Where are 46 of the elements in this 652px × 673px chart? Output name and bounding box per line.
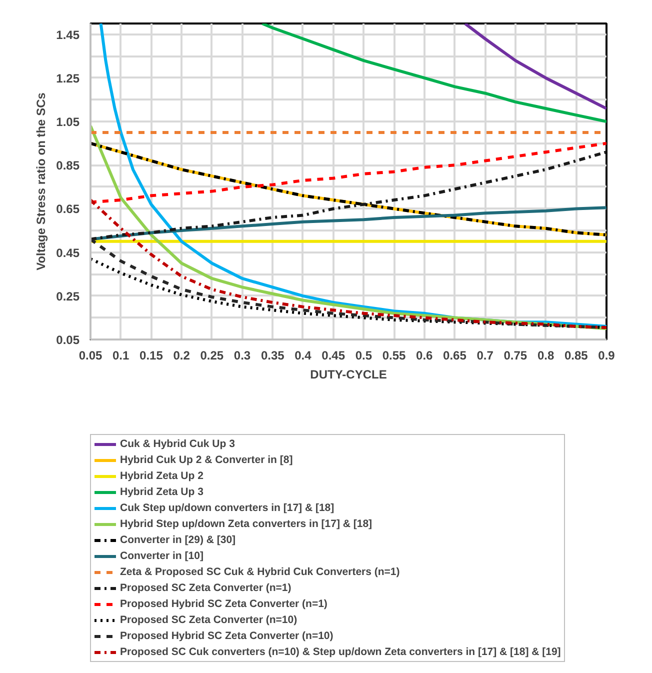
x-tick-label: 0.45 (322, 348, 346, 362)
x-tick-label: 0.55 (382, 348, 406, 362)
x-tick-label: 0.6 (416, 348, 434, 362)
line-series (260, 24, 606, 124)
y-tick-label: 1.05 (56, 115, 80, 130)
line-series (90, 198, 606, 330)
x-tick-label: 0.25 (200, 348, 224, 362)
legend-label: Zeta & Proposed SC Cuk & Hybrid Cuk Converters (n=1) (120, 566, 400, 578)
y-tick-label: 0.25 (56, 289, 80, 304)
x-tick-label: 0.75 (504, 348, 528, 362)
x-tick-label: 0.65 (443, 348, 467, 362)
line-series (464, 24, 606, 110)
y-tick-label: 0.05 (56, 333, 80, 347)
x-tick-label: 0.4 (294, 348, 312, 362)
x-tick-label: 0.85 (564, 348, 588, 362)
y-tick-label: 1.25 (56, 71, 80, 86)
legend-label: Converter in [10] (120, 550, 204, 562)
legend-label: Hybrid Zeta Up 3 (120, 486, 204, 498)
x-tick-label: 0.15 (140, 348, 164, 362)
y-tick-label: 0.85 (56, 158, 80, 173)
x-tick-label: 0.7 (476, 348, 494, 362)
legend-label: Hybrid Step up/down Zeta converters in [17] & [18] (120, 518, 372, 530)
x-tick-label: 0.8 (537, 348, 554, 362)
x-tick-label: 0.05 (78, 348, 103, 362)
legend-label: Cuk & Hybrid Cuk Up 3 (120, 438, 235, 450)
legend-label: Cuk Step up/down converters in [17] & [18] (120, 502, 334, 514)
x-tick-label: 0.2 (173, 348, 190, 362)
legend-label: Proposed SC Zeta Converter (n=1) (120, 582, 292, 594)
legend-label: Hybrid Cuk Up 2 & Converter in [8] (120, 454, 293, 466)
legend-label: Converter in [29) & [30] (120, 534, 236, 546)
x-tick-label: 0.35 (260, 348, 285, 362)
y-tick-label: 1.45 (56, 28, 80, 42)
line-series (90, 142, 606, 204)
y-tick-label: 0.65 (56, 202, 80, 216)
x-tick-label: 0.9 (598, 348, 616, 362)
x-tick-label: 0.3 (234, 348, 251, 362)
y-axis-title: Voltage Stress ratio on the SCs (34, 92, 48, 270)
x-tick-label: 0.5 (355, 348, 372, 362)
legend-label: Proposed Hybrid SC Zeta Converter (n=10) (120, 630, 334, 642)
y-tick-label: 0.45 (56, 246, 80, 260)
legend-label: Hybrid Zeta Up 2 (120, 470, 204, 482)
x-tick-label: 0.1 (112, 348, 130, 362)
legend-label: Proposed SC Cuk converters (n=10) & Step up/down Zeta converters in [17] & [18] & [19] (120, 646, 561, 658)
x-axis-title: DUTY-CYCLE (310, 368, 387, 382)
legend-label: Proposed Hybrid SC Zeta Converter (n=1) (120, 598, 328, 610)
legend-label: Proposed SC Zeta Converter (n=10) (120, 614, 298, 626)
